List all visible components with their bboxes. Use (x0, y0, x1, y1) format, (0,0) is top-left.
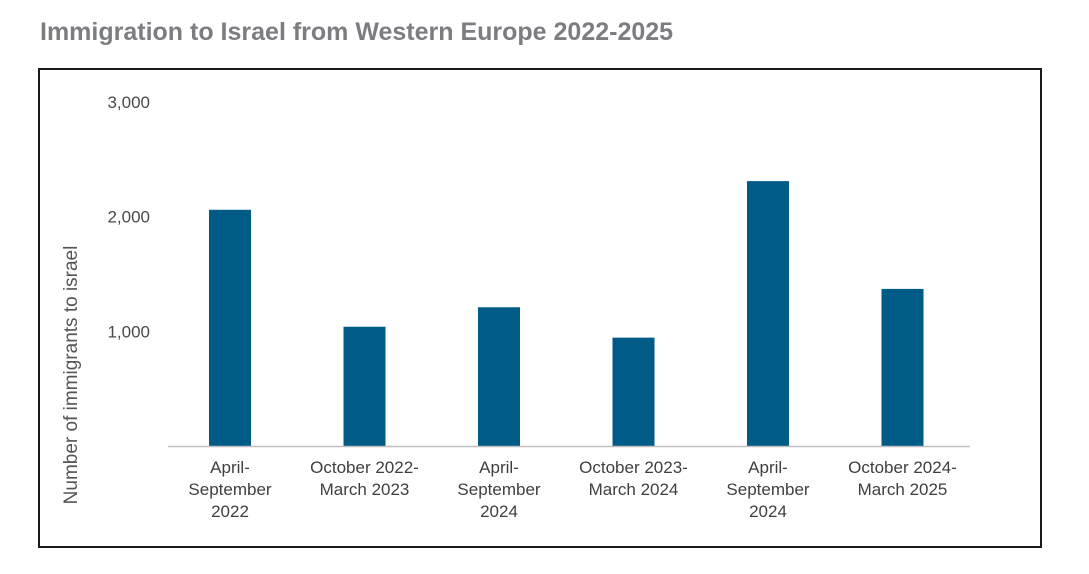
x-tick-label-line: 2024 (480, 502, 518, 521)
x-tick-label-line: October 2022- (310, 458, 419, 477)
y-tick-label: 1,000 (107, 322, 150, 341)
chart-frame: Number of immigrants to israel 1,000 2,00… (38, 68, 1042, 548)
bar (881, 288, 924, 446)
x-tick-label-line: April- (479, 458, 519, 477)
x-tick-label-line: September (457, 480, 540, 499)
x-tick-label: October 2024- March 2025 (848, 458, 957, 499)
x-tick-label: April- September 2024 (726, 458, 809, 521)
chart-title: Immigration to Israel from Western Europ… (40, 18, 674, 46)
x-tick-label-line: March 2024 (589, 480, 679, 499)
x-tick-label-line: March 2023 (320, 480, 410, 499)
x-tick-label-line: 2022 (211, 502, 249, 521)
x-tick-label: April- September 2024 (457, 458, 540, 521)
x-tick-label: April- September 2022 (188, 458, 271, 521)
x-tick-label: October 2022- March 2023 (310, 458, 419, 499)
bar-chart: Number of immigrants to israel 1,000 2,00… (61, 93, 970, 521)
bar (612, 337, 655, 446)
x-tick-labels: April- September 2022 October 2022- March 20… (188, 458, 956, 521)
x-tick-label-line: September (726, 480, 809, 499)
bar (747, 181, 789, 446)
bar (478, 307, 520, 446)
x-tick-label-line: April- (748, 458, 788, 477)
y-axis-title: Number of immigrants to israel (61, 246, 82, 505)
x-tick-label: October 2023- March 2024 (579, 458, 688, 499)
x-tick-label-line: October 2023- (579, 458, 688, 477)
bar (343, 326, 386, 446)
x-tick-label-line: September (188, 480, 271, 499)
x-tick-label-line: 2024 (749, 502, 787, 521)
bar (209, 209, 251, 446)
y-tick-labels: 1,000 2,000 3,000 (107, 93, 150, 341)
y-tick-label: 3,000 (107, 93, 150, 112)
y-tick-label: 2,000 (107, 208, 150, 227)
x-tick-label-line: April- (210, 458, 250, 477)
x-tick-label-line: October 2024- (848, 458, 957, 477)
x-tick-label-line: March 2025 (858, 480, 948, 499)
bars (209, 181, 924, 446)
